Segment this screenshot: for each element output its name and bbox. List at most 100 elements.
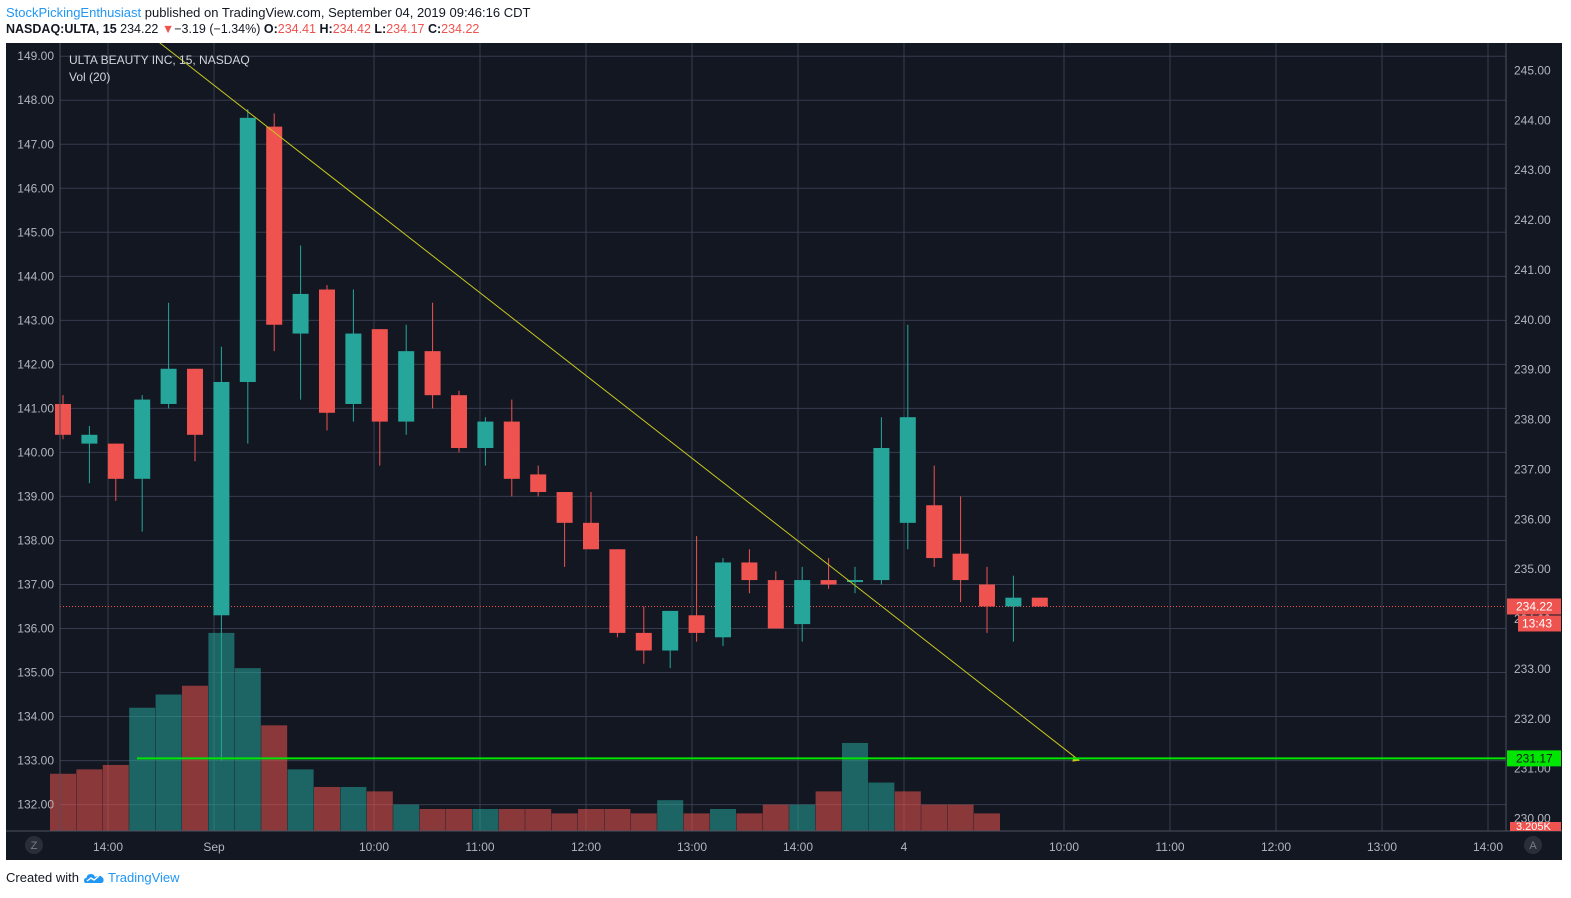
left-axis-tick-label: 133.00 — [17, 754, 54, 768]
volume-bar — [76, 769, 103, 831]
candle — [451, 390, 467, 453]
volume-bar — [894, 791, 921, 831]
left-axis-tick-label: 132.00 — [17, 798, 54, 812]
candle-body — [107, 443, 124, 479]
price-change: −3.19 (−1.34%) — [174, 22, 261, 36]
volume-bar — [340, 786, 367, 831]
candle — [556, 492, 573, 567]
right-axis-tick-label: 245.00 — [1514, 63, 1551, 77]
close-label: C: — [427, 22, 442, 36]
candle — [979, 566, 995, 633]
candle-body — [1031, 597, 1048, 607]
x-axis-tick-label: 14:00 — [1473, 840, 1503, 854]
tradingview-logo[interactable]: TradingView — [83, 870, 180, 885]
down-arrow-icon: ▼ — [161, 22, 175, 36]
volume-bar — [868, 782, 895, 831]
candle — [398, 324, 415, 435]
volume-bar — [366, 791, 393, 831]
level-price-badge — [1507, 750, 1561, 767]
chart-title: ULTA BEAUTY INC, 15, NASDAQ — [69, 53, 250, 67]
volume-bar — [551, 813, 578, 831]
price-chart[interactable]: 149.00 148.00 147.00 146.00 145.00 144.00 143.… — [6, 43, 1562, 860]
last-price-label: 234.22 — [1516, 599, 1553, 613]
open-value: 234.41 — [277, 22, 317, 36]
candle-body — [160, 368, 177, 404]
x-axis-tick-label: 14:00 — [93, 840, 123, 854]
level-price-label: 231.17 — [1516, 751, 1553, 765]
volume-bar — [815, 791, 842, 831]
candle-body — [688, 615, 705, 633]
left-axis-tick-label: 140.00 — [17, 445, 54, 459]
candle-body — [873, 448, 890, 581]
auto-scale-button-label: A — [1529, 840, 1537, 852]
candle-body — [556, 492, 573, 523]
x-axis-tick-label: 4 — [901, 840, 908, 854]
volume-label: 3.205K — [1516, 821, 1552, 833]
candle — [741, 549, 758, 594]
volume-bar — [314, 786, 340, 831]
volume-bar — [947, 804, 974, 831]
volume-bar — [525, 808, 552, 831]
candle-body — [767, 580, 784, 629]
candle-body — [794, 580, 811, 625]
high-label: H: — [319, 22, 333, 36]
candle — [187, 368, 203, 462]
candle — [767, 571, 784, 629]
candle — [583, 492, 599, 550]
volume-bar — [50, 773, 76, 831]
candle-body — [292, 293, 309, 334]
candle — [1031, 597, 1048, 607]
candle-body — [81, 434, 98, 444]
candle-body — [503, 421, 520, 479]
candle — [926, 465, 943, 567]
x-axis-tick-label: 13:00 — [1367, 840, 1397, 854]
candle — [794, 566, 811, 642]
left-axis-tick-label: 147.00 — [17, 137, 54, 151]
candle — [266, 113, 283, 352]
volume-bar — [789, 804, 816, 831]
created-with-text: Created with — [6, 870, 79, 885]
right-axis-tick-label: 244.00 — [1514, 113, 1551, 127]
candle — [292, 245, 309, 400]
candle-body — [239, 117, 256, 382]
right-axis-tick-label: 243.00 — [1514, 163, 1551, 177]
left-axis-tick-label: 145.00 — [17, 225, 54, 239]
candle — [899, 324, 916, 550]
last-price-badge — [1507, 598, 1561, 615]
candle-body — [662, 610, 679, 651]
volume-bar — [419, 808, 446, 831]
volume-bar — [578, 808, 604, 831]
candle-body — [398, 351, 415, 422]
candle-body — [134, 399, 151, 479]
author-link[interactable]: StockPickingEnthusiast — [6, 5, 142, 20]
volume-bar — [129, 707, 156, 831]
x-axis-tick-label: 14:00 — [783, 840, 813, 854]
zoom-button — [25, 836, 43, 854]
candle — [503, 399, 520, 497]
candle-body — [715, 562, 731, 638]
volume-bar — [657, 800, 684, 831]
candle-body — [926, 505, 943, 559]
candle — [635, 606, 652, 664]
x-axis-tick-label: 10:00 — [1049, 840, 1079, 854]
volume-indicator-label: Vol (20) — [69, 70, 110, 84]
tradingview-brand[interactable]: TradingView — [107, 870, 180, 885]
publish-line: StockPickingEnthusiast published on Trad… — [6, 4, 530, 21]
volume-bar — [630, 813, 657, 831]
auto-scale-button — [1524, 836, 1542, 854]
volume-bar — [974, 813, 1000, 831]
x-axis-tick-label: 12:00 — [1261, 840, 1291, 854]
candle — [345, 289, 362, 422]
volume-bar — [604, 808, 631, 831]
open-label: O: — [263, 22, 278, 36]
ohlc-line: NASDAQ:ULTA, 15 234.22 ▼−3.19 (−1.34%) O… — [6, 21, 530, 38]
left-axis-tick-label: 137.00 — [17, 577, 54, 591]
right-axis-tick-label: 238.00 — [1514, 413, 1551, 427]
candle — [873, 417, 890, 585]
candle-body — [477, 421, 494, 449]
candle — [160, 302, 177, 409]
candle-body — [55, 403, 71, 435]
volume-badge — [1510, 822, 1561, 831]
candle — [107, 443, 124, 501]
high-value: 234.42 — [332, 22, 371, 36]
